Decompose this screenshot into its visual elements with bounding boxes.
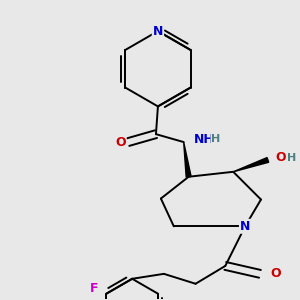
Text: N: N [153,25,163,38]
Text: O: O [276,152,286,164]
Polygon shape [233,158,269,172]
Text: O: O [270,267,280,280]
Text: H: H [212,134,221,144]
Text: O: O [115,136,126,148]
Text: N: N [240,220,250,233]
Polygon shape [184,142,191,177]
Text: H: H [287,153,296,163]
Text: F: F [90,282,99,295]
Text: NH: NH [194,133,214,146]
